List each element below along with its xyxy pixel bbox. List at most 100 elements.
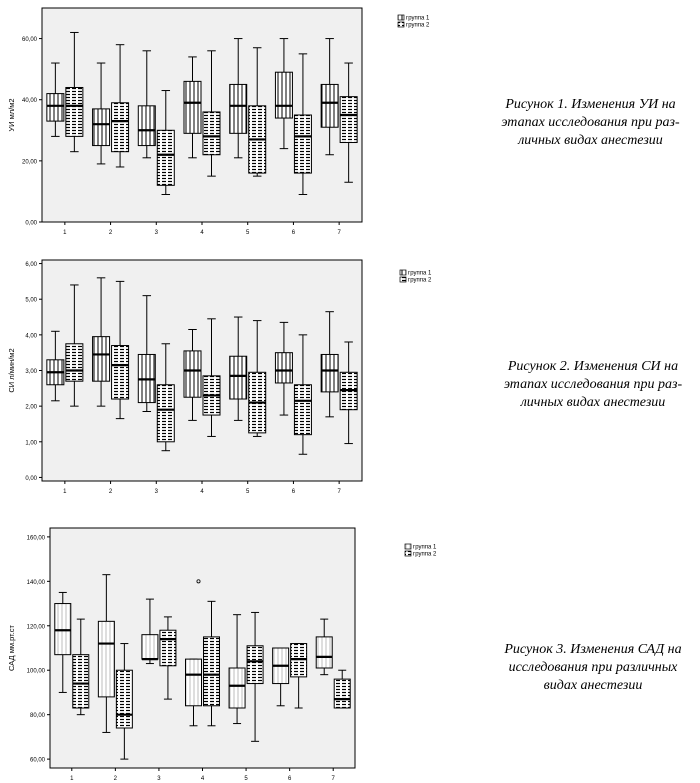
legend-swatch-2 xyxy=(399,276,407,283)
box-iqr xyxy=(156,384,175,443)
x-tick-label: 7 xyxy=(337,230,341,236)
y-tick-label: 140,00 xyxy=(27,580,46,586)
legend-swatch-1 xyxy=(399,269,407,276)
caption-2-line-3: личных видах анестезии xyxy=(520,395,666,410)
legend-label-1: группа 1 xyxy=(408,271,432,277)
box-iqr xyxy=(185,658,202,707)
x-tick-label: 2 xyxy=(114,776,118,782)
x-tick-label: 7 xyxy=(332,776,336,782)
box-iqr xyxy=(137,105,156,147)
box-1-7 xyxy=(320,38,339,156)
box-1-1 xyxy=(46,62,65,137)
box-iqr xyxy=(46,93,65,122)
box-2-5 xyxy=(246,611,264,742)
plot-area xyxy=(41,259,363,482)
box-1-2 xyxy=(92,62,111,165)
box-iqr xyxy=(65,343,84,382)
y-tick-label: 2,00 xyxy=(25,405,37,411)
box-iqr xyxy=(111,102,130,153)
box-1-6 xyxy=(274,321,293,416)
box-iqr xyxy=(72,654,90,709)
y-tick-label: 20,00 xyxy=(22,159,38,165)
box-1-4 xyxy=(183,56,202,159)
box-2-3 xyxy=(156,343,175,452)
caption-3-line-1: Рисунок 3. Изменения САД на xyxy=(504,642,682,657)
box-1-3 xyxy=(137,50,156,159)
box-2-7 xyxy=(333,669,351,709)
y-tick-label: 60,00 xyxy=(22,37,38,43)
caption-2-line-2: этапах исследования при раз- xyxy=(503,377,683,392)
y-tick-label: 5,00 xyxy=(25,298,37,304)
box-1-4 xyxy=(183,329,202,421)
box-2-7 xyxy=(339,62,358,183)
y-axis-label: САД мм.рт.ст xyxy=(7,624,16,671)
x-tick-label: 4 xyxy=(200,230,204,236)
y-tick-label: 6,00 xyxy=(25,262,37,268)
legend-swatch-1 xyxy=(404,543,412,550)
x-tick-label: 3 xyxy=(155,489,159,495)
y-tick-label: 40,00 xyxy=(22,98,38,104)
plot-area xyxy=(41,7,363,223)
box-iqr xyxy=(315,636,333,669)
box-2-4 xyxy=(202,50,221,177)
x-tick-label: 1 xyxy=(70,776,74,782)
box-iqr xyxy=(65,86,84,137)
x-tick-label: 4 xyxy=(200,489,204,495)
legend-swatch-1 xyxy=(397,14,405,21)
box-1-6 xyxy=(274,38,293,150)
box-1-2 xyxy=(97,574,115,733)
legend-swatch-2 xyxy=(397,21,405,28)
y-tick-label: 160,00 xyxy=(27,535,46,541)
x-tick-label: 2 xyxy=(109,230,113,236)
box-2-2 xyxy=(111,44,130,168)
caption-1-line-3: личных видах анестезии xyxy=(518,133,663,148)
x-tick-label: 6 xyxy=(292,230,296,236)
box-iqr xyxy=(141,634,159,660)
box-2-2 xyxy=(111,280,130,420)
box-iqr xyxy=(183,350,202,398)
x-tick-label: 6 xyxy=(288,776,292,782)
box-2-1 xyxy=(65,284,84,407)
x-tick-label: 5 xyxy=(246,489,250,495)
box-1-7 xyxy=(315,618,333,676)
outlier-point xyxy=(196,579,201,584)
box-iqr xyxy=(293,114,312,174)
y-tick-label: 4,00 xyxy=(25,333,37,339)
caption-1: Рисунок 1. Изменения УИ на этапах исслед… xyxy=(488,96,693,150)
box-iqr xyxy=(183,80,202,134)
y-axis-label: СИ л/мин/м2 xyxy=(7,348,16,392)
box-1-1 xyxy=(46,330,65,402)
box-1-5 xyxy=(228,614,246,725)
chart-3: 60,00 80,00 100,00 120,00 140,00 160,00 САД мм… xyxy=(7,527,437,782)
box-2-1 xyxy=(65,31,84,153)
box-1-3 xyxy=(137,295,156,412)
x-tick-label: 2 xyxy=(109,489,113,495)
y-tick-label: 0,00 xyxy=(25,476,37,482)
x-tick-label: 3 xyxy=(157,776,161,782)
box-1-1 xyxy=(54,591,72,693)
box-iqr xyxy=(246,645,264,685)
box-2-1 xyxy=(72,618,90,716)
box-1-6 xyxy=(272,647,290,707)
box-iqr xyxy=(229,83,248,134)
x-tick-label: 3 xyxy=(155,230,159,236)
legend-label-2: группа 2 xyxy=(406,23,430,29)
box-iqr xyxy=(97,620,115,698)
box-iqr xyxy=(159,629,177,667)
box-iqr xyxy=(92,108,111,147)
y-tick-label: 120,00 xyxy=(27,624,46,630)
box-2-6 xyxy=(293,334,312,455)
legend-label-1: группа 1 xyxy=(413,545,437,551)
legend-swatch-2 xyxy=(404,550,412,557)
y-axis-label: УИ мл/м2 xyxy=(7,98,16,131)
box-1-4 xyxy=(185,658,202,727)
caption-3: Рисунок 3. Изменения САД на исследования… xyxy=(488,641,698,695)
caption-3-line-2: исследования при различных xyxy=(508,660,678,675)
caption-2: Рисунок 2. Изменения СИ на этапах исслед… xyxy=(488,358,698,412)
box-iqr xyxy=(339,96,358,144)
caption-1-line-1: Рисунок 1. Изменения УИ на xyxy=(505,97,676,112)
chart-2: 0,00 1,00 2,00 3,00 4,00 5,00 6,00 СИ л/мин/м2 1… xyxy=(7,259,432,495)
box-iqr xyxy=(111,345,130,400)
chart-1: 0,00 20,00 40,00 60,00 УИ мл/м2 1 2 3 4 5 6 7 группа… xyxy=(7,7,430,236)
x-tick-label: 5 xyxy=(244,776,248,782)
